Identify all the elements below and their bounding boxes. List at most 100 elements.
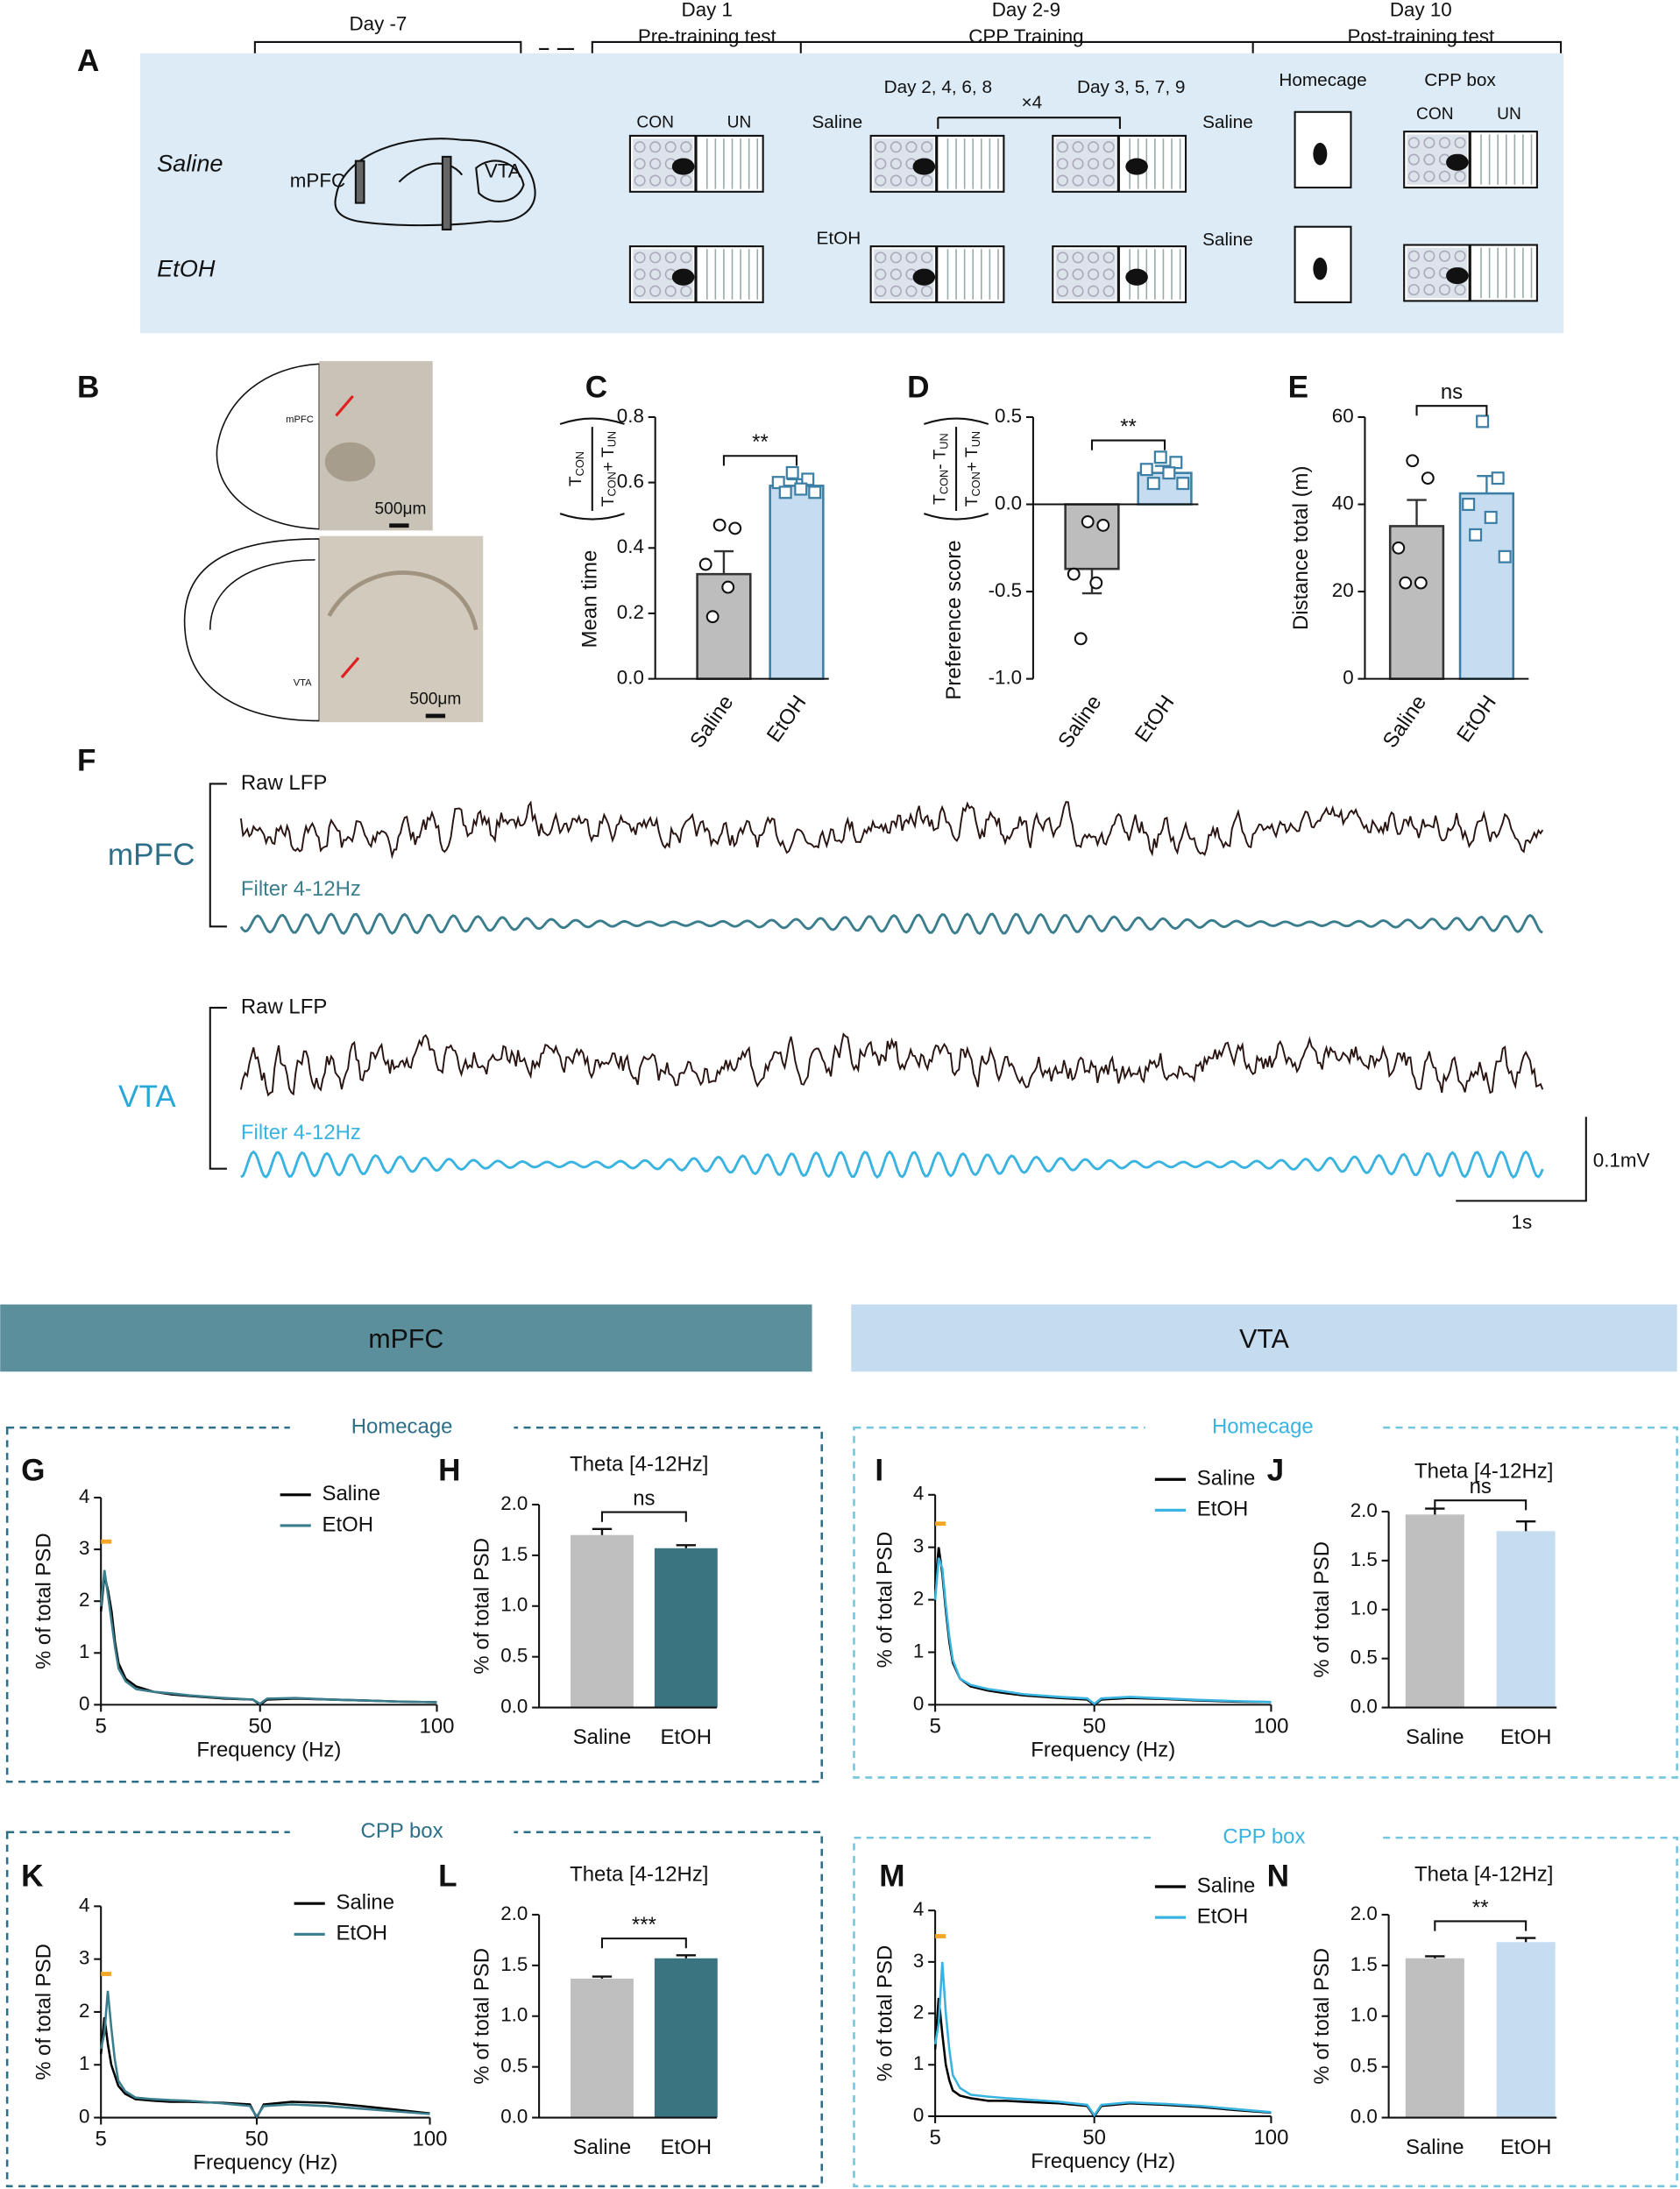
y-tick-label: 0.0 xyxy=(1350,1695,1378,1717)
cpp-pattern xyxy=(1102,174,1115,187)
chart-title: Theta [4-12Hz] xyxy=(570,1453,708,1477)
box-title: Homecage xyxy=(351,1414,453,1438)
legend-label: Saline xyxy=(323,1482,381,1505)
y-axis-label: % of total PSD xyxy=(32,1533,56,1669)
panel-letter: L xyxy=(438,1860,457,1894)
cpp-pattern xyxy=(875,268,887,280)
cpp-pattern xyxy=(1072,141,1084,153)
bar xyxy=(654,1958,718,2118)
y-tick-label: 1 xyxy=(79,1640,89,1662)
phase-day: Day 10 xyxy=(1390,0,1452,21)
data-point xyxy=(778,485,792,499)
trace-label: Filter 4-12Hz xyxy=(241,877,361,901)
cpp-pattern xyxy=(649,141,662,153)
panel-letter: N xyxy=(1267,1860,1289,1894)
cpp-pattern xyxy=(905,285,918,297)
data-point xyxy=(721,580,735,594)
section-title: mPFC xyxy=(368,1325,443,1354)
y-tick-label: 1 xyxy=(79,2052,89,2074)
panel-letter: B xyxy=(77,370,99,404)
cpp-pattern xyxy=(1423,153,1435,166)
region-label: mPFC xyxy=(290,170,345,192)
cpp-pattern xyxy=(1088,251,1100,264)
cpp-pattern xyxy=(1056,285,1069,297)
x-tick-label: 5 xyxy=(929,1714,940,1738)
significance-bracket xyxy=(1434,1920,1528,1931)
cpp-pattern xyxy=(890,158,902,170)
y-tick-label: 0.0 xyxy=(995,492,1022,514)
y-tick-label: 4 xyxy=(913,1483,924,1505)
legend-label: EtOH xyxy=(337,1922,388,1945)
cpp-pattern xyxy=(1438,137,1451,149)
y-tick-label: 0 xyxy=(1343,667,1353,689)
panel-letter: F xyxy=(77,744,96,778)
y-axis-label: Mean time xyxy=(578,550,602,648)
error-bar xyxy=(713,549,734,575)
trace-bracket xyxy=(209,783,227,1170)
y-tick-label: 2 xyxy=(913,1587,924,1609)
data-point xyxy=(1169,456,1183,470)
panel-letter: I xyxy=(875,1454,883,1488)
panel-letter: M xyxy=(879,1860,904,1894)
label-piece: UN xyxy=(606,431,619,447)
significance-bracket xyxy=(1090,439,1166,450)
y-tick-label: 2.0 xyxy=(500,1492,528,1514)
x-tick-label: Saline xyxy=(1053,691,1106,753)
box-title: CPP box xyxy=(361,1819,443,1843)
data-point xyxy=(1476,414,1490,429)
phase-day: Day -7 xyxy=(349,13,407,35)
phase-name: Post-training test xyxy=(1347,25,1495,47)
phase-day: Day 1 xyxy=(682,0,733,21)
cpp-pattern xyxy=(920,251,933,264)
data-point xyxy=(1484,510,1498,524)
bracket xyxy=(559,417,625,521)
x-axis-label: Frequency (Hz) xyxy=(196,1738,341,1761)
bar xyxy=(1458,492,1515,680)
histology xyxy=(183,361,484,723)
data-point xyxy=(1146,477,1160,491)
injection-label: EtOH xyxy=(817,229,861,249)
cpp-zone xyxy=(1055,138,1116,189)
y-tick-label: 0.5 xyxy=(500,1645,528,1667)
region-label: VTA xyxy=(118,1080,176,1114)
y-tick-label: 4 xyxy=(79,1485,89,1507)
x-tick-label: 50 xyxy=(248,1714,272,1738)
cpp-pattern xyxy=(664,251,677,264)
cpp-pattern xyxy=(1454,250,1466,262)
scale-bar-label: 500μm xyxy=(374,499,426,518)
data-point xyxy=(1392,541,1406,555)
cpp-pattern xyxy=(649,285,662,297)
x-tick-label: EtOH xyxy=(1452,691,1501,747)
schedule-label: Day 3, 5, 7, 9 xyxy=(1077,77,1185,97)
bar xyxy=(1496,1531,1556,1708)
x-tick-label: Saline xyxy=(1379,691,1431,753)
cpp-pattern xyxy=(905,141,918,153)
bar xyxy=(1496,1942,1556,2118)
histology-label: mPFC xyxy=(286,414,314,425)
y-tick-label: 20 xyxy=(1332,579,1354,601)
y-tick-label: 2 xyxy=(79,2000,89,2022)
cpp-pattern xyxy=(1407,137,1420,149)
series-line xyxy=(933,1547,1272,1706)
panel-letter: D xyxy=(907,370,929,404)
cpp-pattern xyxy=(634,141,646,153)
y-axis-label: % of total PSD xyxy=(874,1945,897,2082)
repeat-label: ×4 xyxy=(1021,93,1042,113)
significance-label: *** xyxy=(632,1913,656,1937)
cpp-pattern xyxy=(1056,251,1069,264)
cpp-pattern xyxy=(1088,174,1100,187)
data-point xyxy=(1421,471,1435,485)
y-tick-label: 3 xyxy=(913,1535,924,1557)
data-point xyxy=(728,521,742,535)
cpp-pattern xyxy=(1088,158,1100,170)
data-point xyxy=(1162,466,1176,480)
significance-bracket xyxy=(722,455,798,466)
chart-title: Theta [4-12Hz] xyxy=(1414,1863,1553,1887)
cpp-pattern xyxy=(649,268,662,280)
data-point xyxy=(1096,518,1110,532)
cpp-pattern xyxy=(1454,170,1466,182)
label-piece: CON xyxy=(969,471,982,496)
legend-label: Saline xyxy=(1197,1874,1256,1897)
x-tick-label: 100 xyxy=(413,2127,448,2150)
